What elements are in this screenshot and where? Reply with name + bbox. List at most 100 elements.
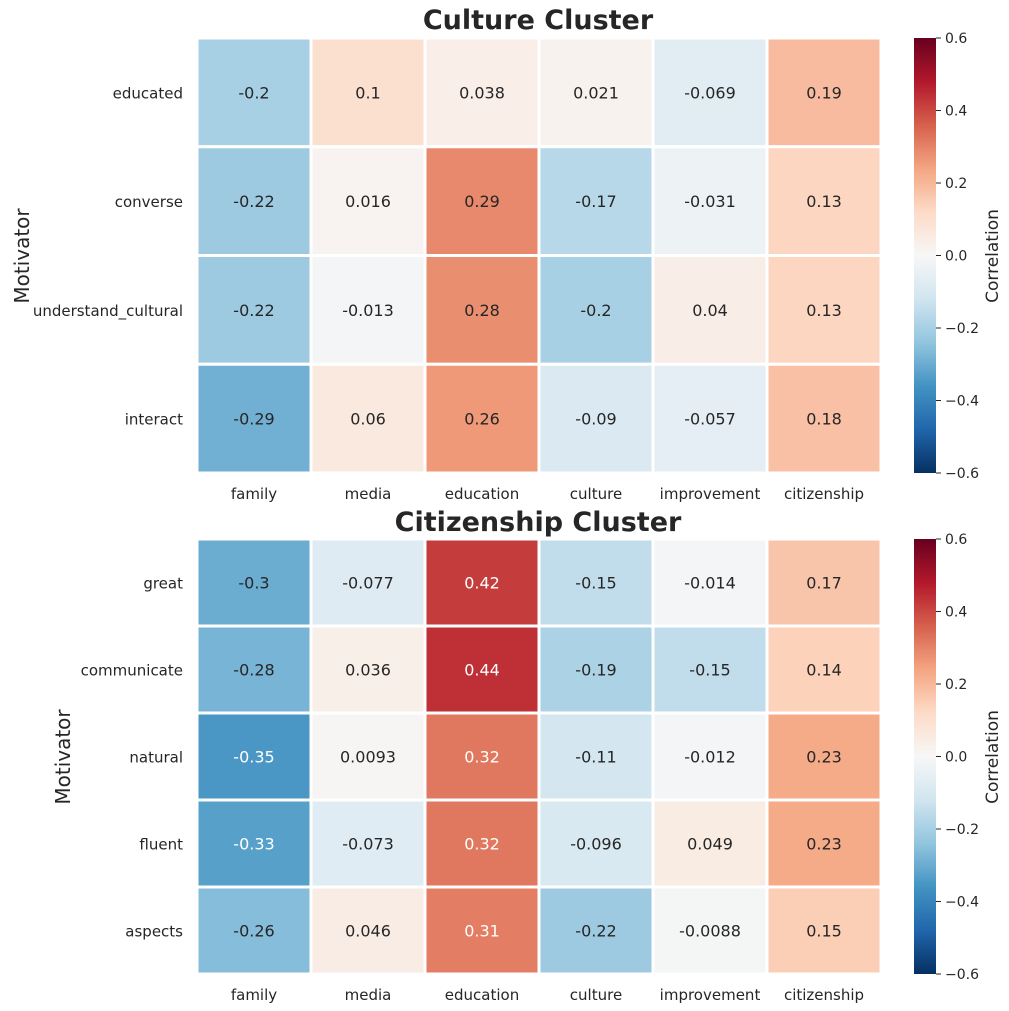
colorbar xyxy=(914,539,936,974)
heatmap-cell xyxy=(309,254,427,366)
heatmap-cell xyxy=(423,624,541,715)
cell-value-label: 0.038 xyxy=(459,83,505,102)
cell-value-label: 0.0093 xyxy=(340,748,396,767)
cell-value-label: -0.29 xyxy=(233,410,274,429)
colorbar-tick-label: −0.2 xyxy=(945,822,979,838)
cell-value-label: -0.15 xyxy=(689,661,730,680)
heatmap-cell xyxy=(309,362,427,475)
heatmap-cell xyxy=(423,362,541,475)
cell-value-label: 0.13 xyxy=(806,301,842,320)
x-tick-label: citizenship xyxy=(784,986,864,1004)
cell-value-label: -0.077 xyxy=(342,574,394,593)
cell-value-label: -0.031 xyxy=(684,192,736,211)
x-tick-label: family xyxy=(231,485,277,503)
x-tick-label: media xyxy=(345,485,392,503)
cell-value-label: -0.35 xyxy=(233,748,274,767)
heatmap-cell xyxy=(765,36,883,149)
heatmap-cells: -0.2 0.1 0.038 0.021 -0.069 0.19 -0.22 0.016 0.2… xyxy=(195,36,883,475)
cell-value-label: -0.073 xyxy=(342,835,394,854)
cell-value-label: -0.33 xyxy=(233,835,274,854)
colorbar-tick-label: 0.0 xyxy=(945,750,967,766)
cell-value-label: 0.19 xyxy=(806,83,842,102)
colorbar xyxy=(914,38,936,473)
cell-value-label: 0.44 xyxy=(464,661,500,680)
y-tick-label: converse xyxy=(115,193,183,211)
heatmap-cell xyxy=(765,362,883,475)
culture-cluster-heatmap: Culture Cluster Motivator -0.2 0.1 0.038 0.… xyxy=(10,5,1003,503)
heatmap-cell xyxy=(309,885,427,976)
heatmap-cell xyxy=(423,798,541,889)
heatmap-cell xyxy=(195,36,313,149)
y-axis-label: Motivator xyxy=(51,709,75,805)
heatmap-cell xyxy=(651,254,769,366)
y-tick-label: natural xyxy=(129,749,183,767)
colorbar-tick-label: 0.6 xyxy=(945,31,967,47)
cell-value-label: -0.3 xyxy=(238,574,269,593)
cell-value-label: 0.021 xyxy=(573,83,619,102)
cell-value-label: 0.23 xyxy=(806,748,842,767)
heatmap-cell xyxy=(537,537,655,628)
colorbar-ticks: 0.6 0.4 0.2 0.0 −0.2 −0.4 −0.6 xyxy=(936,31,979,482)
cell-value-label: 0.13 xyxy=(806,192,842,211)
heatmap-cell xyxy=(537,624,655,715)
colorbar-tick-label: 0.2 xyxy=(945,677,967,693)
y-tick-label: interact xyxy=(125,411,183,429)
cell-value-label: 0.016 xyxy=(345,192,391,211)
x-tick-labels: family media education culture improvement ci… xyxy=(231,485,864,503)
heatmap-cell xyxy=(651,362,769,475)
y-tick-label: great xyxy=(143,575,183,593)
y-axis-label: Motivator xyxy=(10,208,34,304)
cell-value-label: 0.049 xyxy=(687,835,733,854)
heatmap-cell xyxy=(765,624,883,715)
heatmap-cell xyxy=(537,145,655,257)
heatmap-cell xyxy=(537,885,655,976)
x-tick-label: education xyxy=(445,485,519,503)
colorbar-tick-label: 0.0 xyxy=(945,249,967,265)
cell-value-label: 0.06 xyxy=(350,410,386,429)
citizenship-cluster-heatmap: Citizenship Cluster Motivator -0.3 -0.077… xyxy=(51,507,1003,1004)
heatmap-cell xyxy=(195,362,313,475)
cell-value-label: -0.012 xyxy=(684,748,736,767)
cell-value-label: -0.09 xyxy=(575,410,616,429)
cell-value-label: -0.11 xyxy=(575,748,616,767)
cell-value-label: 0.1 xyxy=(355,83,380,102)
colorbar-tick-label: −0.2 xyxy=(945,321,979,337)
cell-value-label: -0.15 xyxy=(575,574,616,593)
cell-value-label: 0.15 xyxy=(806,922,842,941)
colorbar-tick-label: −0.4 xyxy=(945,895,979,911)
colorbar-tick-label: 0.2 xyxy=(945,176,967,192)
heatmap-cell xyxy=(765,711,883,802)
cell-value-label: -0.22 xyxy=(233,301,274,320)
colorbar-tick-label: −0.6 xyxy=(945,466,979,482)
cell-value-label: 0.26 xyxy=(464,410,500,429)
cell-value-label: 0.18 xyxy=(806,410,842,429)
heatmap-cell xyxy=(423,711,541,802)
cell-value-label: 0.32 xyxy=(464,835,500,854)
cell-value-label: 0.31 xyxy=(464,922,500,941)
x-tick-label: education xyxy=(445,986,519,1004)
x-tick-label: culture xyxy=(570,986,622,1004)
heatmap-cell xyxy=(765,537,883,628)
heatmap-cell xyxy=(651,798,769,889)
heatmap-cell xyxy=(309,624,427,715)
colorbar-label: Correlation xyxy=(983,710,1003,804)
heatmap-cell xyxy=(195,798,313,889)
x-tick-label: media xyxy=(345,986,392,1004)
heatmap-cells: -0.3 -0.077 0.42 -0.15 -0.014 0.17 -0.28 0.036 0… xyxy=(195,537,883,976)
heatmap-cell xyxy=(765,885,883,976)
x-tick-label: family xyxy=(231,986,277,1004)
colorbar-tick-label: 0.4 xyxy=(945,605,967,621)
cell-value-label: 0.036 xyxy=(345,661,391,680)
x-tick-label: improvement xyxy=(660,485,761,503)
cell-value-label: 0.32 xyxy=(464,748,500,767)
cell-value-label: -0.0088 xyxy=(679,922,741,941)
cell-value-label: 0.23 xyxy=(806,835,842,854)
chart-title: Culture Cluster xyxy=(423,5,654,36)
x-tick-label: improvement xyxy=(660,986,761,1004)
colorbar-tick-label: 0.6 xyxy=(945,532,967,548)
y-tick-label: communicate xyxy=(81,662,183,680)
cell-value-label: -0.26 xyxy=(233,922,274,941)
colorbar-tick-label: 0.4 xyxy=(945,104,967,120)
y-tick-labels: great communicate natural fluent aspects xyxy=(81,575,184,941)
